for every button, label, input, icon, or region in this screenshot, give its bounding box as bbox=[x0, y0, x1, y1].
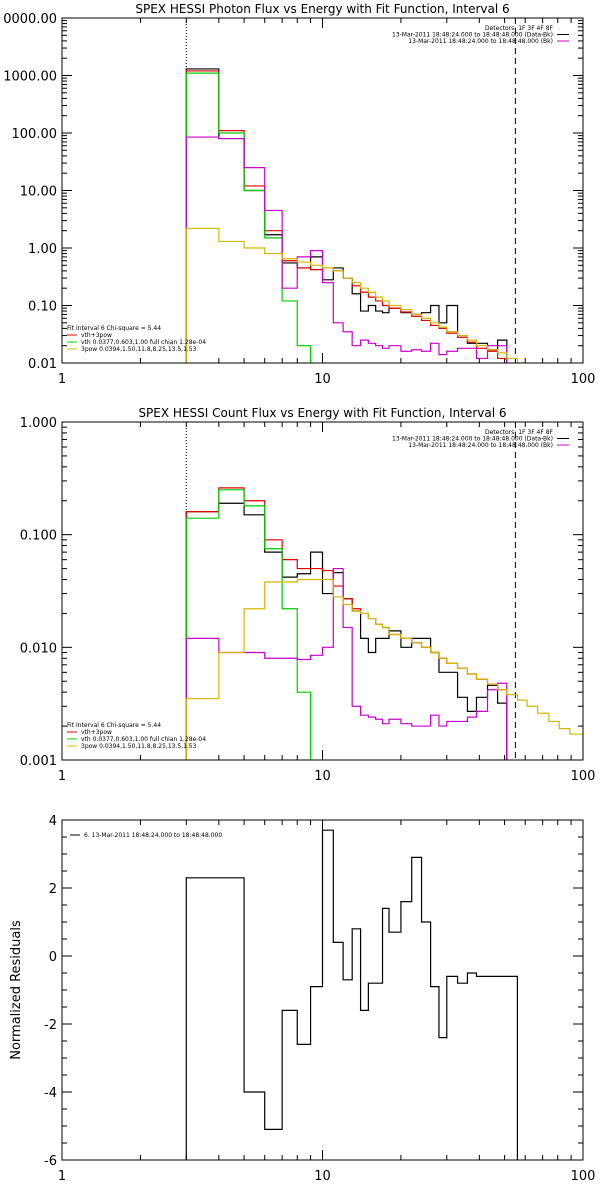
y-tick-label: 0.010 bbox=[20, 641, 57, 656]
data-series-2-line bbox=[185, 489, 312, 760]
data-series-0-line bbox=[185, 829, 518, 1160]
y-axis-ticks: 0.01 0.10 1.00 10.00 100.00 1000.00 0000.00 bbox=[3, 12, 583, 372]
data-series-3-line bbox=[185, 567, 508, 760]
y-axis-ticks: 0.001 0.010 0.100 1.000 bbox=[20, 416, 583, 769]
residuals-chart: Normalized Residuals 1 10 100 -6 -4 -2 0 2 4 6. 13… bbox=[9, 814, 595, 1184]
legend-text: 13-Mar-2011 18:48:24.000 to 18:48:48.000… bbox=[408, 442, 553, 449]
data-series-2-line bbox=[185, 72, 312, 363]
y-axis-ticks: -6 -4 -2 0 2 4 bbox=[44, 814, 583, 1169]
y-tick-label: 0.10 bbox=[28, 300, 57, 315]
chart-title: SPEX HESSI Count Flux vs Energy with Fit… bbox=[138, 406, 506, 420]
y-tick-label: 1.00 bbox=[28, 242, 57, 257]
data-series-4-line bbox=[185, 227, 528, 363]
x-tick-label: 1 bbox=[58, 372, 66, 387]
data-series-1-line bbox=[185, 70, 508, 363]
legend-text: vth+3pow bbox=[81, 332, 112, 339]
x-axis-ticks: 1 10 100 bbox=[58, 820, 596, 1184]
y-tick-label: 0 bbox=[49, 950, 57, 965]
x-axis-ticks: 1 10 100 bbox=[58, 18, 596, 387]
plot-frame bbox=[61, 17, 584, 364]
legend-text: vth+3pow bbox=[81, 729, 112, 736]
legend-text: Detectors: 1F 3F 4F 8F bbox=[485, 25, 554, 32]
y-tick-label: 0.001 bbox=[20, 754, 57, 769]
plot-frame bbox=[61, 819, 584, 1161]
x-tick-label: 1 bbox=[58, 769, 66, 784]
legend-text: 3pow 0.0394,1.50,11.8,8.25,13.5,1.53 bbox=[81, 743, 197, 750]
y-tick-label: 4 bbox=[49, 814, 57, 829]
x-tick-label: 1 bbox=[58, 1169, 66, 1184]
y-tick-label: 0000.00 bbox=[3, 12, 57, 27]
y-tick-label: 1000.00 bbox=[3, 70, 57, 85]
legend-text: 13-Mar-2011 18:48:24.000 to 18:48:48.000… bbox=[408, 38, 553, 45]
y-tick-label: 2 bbox=[49, 882, 57, 897]
y-tick-label: -4 bbox=[44, 1086, 57, 1101]
legend-text: 13-Mar-2011 18:48:24.000 to 18:48:48.000… bbox=[392, 32, 553, 39]
y-tick-label: 1.000 bbox=[20, 416, 57, 431]
legend-text: 3pow 0.0394,1.50,11.8,8.25,13.5,1.53 bbox=[81, 346, 197, 353]
x-axis-ticks: 1 10 100 bbox=[58, 422, 596, 784]
legend-text: Fit Interval 6 Chi-square = 5.44 bbox=[67, 722, 161, 729]
x-tick-label: 100 bbox=[571, 769, 596, 784]
count-flux-chart: SPEX HESSI Count Flux vs Energy with Fit… bbox=[20, 406, 596, 784]
chart-title: SPEX HESSI Photon Flux vs Energy with Fi… bbox=[135, 2, 509, 16]
legend-text: Fit Interval 6 Chi-square = 5.44 bbox=[67, 325, 161, 332]
x-tick-label: 100 bbox=[571, 1169, 596, 1184]
legend-text: 6. 13-Mar-2011 18:48:24.000 to 18:48:48.… bbox=[84, 832, 222, 839]
y-tick-label: -2 bbox=[44, 1018, 57, 1033]
x-tick-label: 10 bbox=[314, 1169, 331, 1184]
x-tick-label: 100 bbox=[571, 372, 596, 387]
y-tick-label: -6 bbox=[44, 1154, 57, 1169]
x-tick-label: 10 bbox=[314, 769, 331, 784]
y-tick-label: 100.00 bbox=[12, 127, 58, 142]
series-group bbox=[185, 487, 583, 760]
y-tick-label: 0.01 bbox=[28, 357, 57, 372]
y-tick-label: 0.100 bbox=[20, 529, 57, 544]
legend-text: Detectors: 1F 3F 4F 8F bbox=[485, 429, 554, 436]
y-axis-label: Normalized Residuals bbox=[9, 920, 24, 1060]
y-tick-label: 10.00 bbox=[20, 185, 57, 200]
series-group bbox=[185, 68, 528, 363]
legend-text: vth 0.0377,0.603,1.00 full chian 1.28e-0… bbox=[81, 339, 206, 346]
plot-frame bbox=[61, 421, 584, 761]
legend-text: vth 0.0377,0.603,1.00 full chian 1.28e-0… bbox=[81, 736, 206, 743]
legend-bottom: Fit Interval 6 Chi-square = 5.44vth+3pow… bbox=[67, 325, 206, 353]
data-series-4-line bbox=[185, 578, 583, 760]
photon-flux-chart: SPEX HESSI Photon Flux vs Energy with Fi… bbox=[3, 2, 595, 387]
legend-top: 6. 13-Mar-2011 18:48:24.000 to 18:48:48.… bbox=[70, 832, 222, 839]
legend-text: 13-Mar-2011 18:48:24.000 to 18:48:48.000… bbox=[392, 436, 553, 443]
data-series-3-line bbox=[185, 136, 508, 363]
legend-bottom: Fit Interval 6 Chi-square = 5.44vth+3pow… bbox=[67, 722, 206, 750]
series-group bbox=[185, 829, 518, 1160]
x-tick-label: 10 bbox=[314, 372, 331, 387]
